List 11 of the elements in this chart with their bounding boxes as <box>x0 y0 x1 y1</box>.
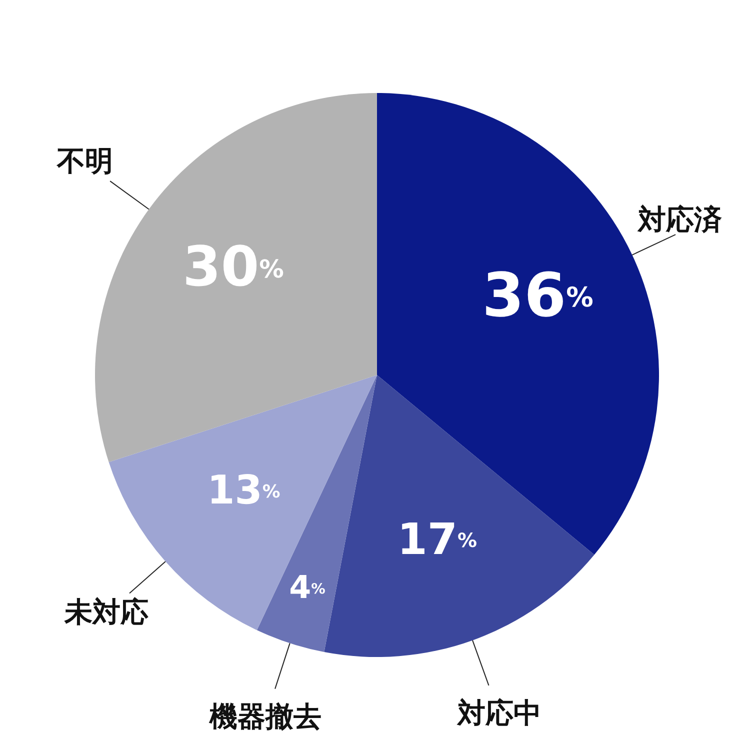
slice-label: 未対応 <box>63 595 148 628</box>
data-label: 17% <box>397 514 478 565</box>
slice-label: 対応済 <box>637 202 722 236</box>
slice-label: 対応中 <box>456 696 542 730</box>
data-label: 4% <box>289 570 326 606</box>
slice-label: 不明 <box>56 144 113 178</box>
data-label: 30% <box>182 234 284 299</box>
pie-slice <box>324 375 594 657</box>
data-label: 36% <box>482 260 594 331</box>
data-label: 13% <box>207 467 280 514</box>
slice-label: 機器撤去 <box>208 700 322 733</box>
